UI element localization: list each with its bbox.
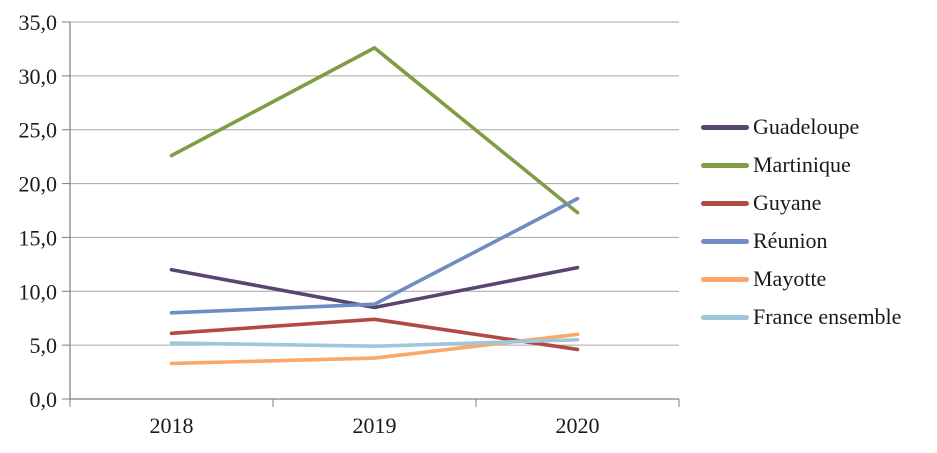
legend-swatch-icon [701, 314, 749, 320]
y-axis-tick-label: 25,0 [19, 118, 58, 143]
legend-swatch-icon [701, 124, 749, 130]
legend-item-guadeloupe: Guadeloupe [701, 108, 901, 146]
y-axis-tick-label: 10,0 [19, 279, 58, 304]
legend-label: Guyane [753, 190, 822, 215]
x-axis-tick-label: 2020 [556, 413, 600, 438]
legend-item-r-union: Réunion [701, 222, 901, 260]
legend-label: France ensemble [753, 304, 902, 329]
legend-item-martinique: Martinique [701, 146, 901, 184]
y-axis-tick-label: 0,0 [30, 387, 58, 412]
legend-label: Mayotte [753, 266, 827, 291]
y-axis-tick-label: 5,0 [30, 333, 58, 358]
x-axis-tick-label: 2019 [353, 413, 397, 438]
legend-item-france-ensemble: France ensemble [701, 298, 901, 336]
legend-label: Martinique [753, 152, 851, 177]
series-line-guadeloupe [169, 265, 580, 310]
series-line-guyane [169, 317, 580, 352]
series-line-martinique [169, 46, 580, 215]
series-line-france-ensemble [169, 337, 580, 349]
legend-label: Guadeloupe [753, 114, 860, 139]
legend-label: Réunion [753, 228, 828, 253]
legend-swatch-icon [701, 200, 749, 206]
legend-item-mayotte: Mayotte [701, 260, 901, 298]
y-axis-tick-label: 15,0 [19, 225, 58, 250]
y-axis-tick-label: 20,0 [19, 172, 58, 197]
legend-swatch-icon [701, 162, 749, 168]
x-axis-tick-label: 2018 [150, 413, 194, 438]
chart-legend: Guadeloupe Martinique Guyane Réunion Mayotte… [701, 108, 901, 336]
legend-swatch-icon [701, 238, 749, 244]
legend-swatch-icon [701, 276, 749, 282]
legend-item-guyane: Guyane [701, 184, 901, 222]
y-axis-tick-label: 30,0 [19, 64, 58, 89]
y-axis-tick-label: 35,0 [19, 10, 58, 35]
plot-area: 0,0 5,0 10,0 15,0 20,0 25,0 30,0 35,0 2018 2019 20… [19, 10, 680, 438]
series-line-r-union [169, 196, 580, 315]
